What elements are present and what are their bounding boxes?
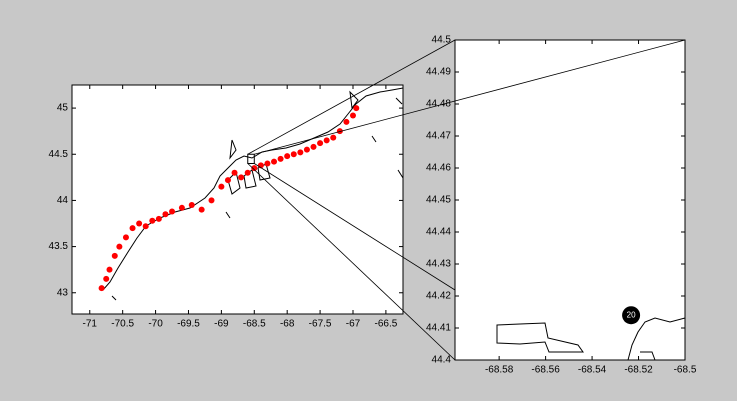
point [129,225,136,232]
point [238,174,245,181]
point [271,158,278,165]
y-tick-label: 44 [57,195,69,206]
x-tick-label: -70.5 [111,319,134,330]
zoom-connector [254,163,456,291]
point [317,140,324,147]
y-tick-label: 44.4 [432,355,452,366]
point [297,149,304,156]
point [310,143,317,150]
y-tick-label: 44.48 [426,99,451,110]
x-tick-label: -70 [148,319,163,330]
point [323,137,330,144]
point [103,275,110,282]
inset-coastline [496,317,686,361]
zoom-connector [254,39,686,155]
y-tick-label: 44.46 [426,163,451,174]
x-tick-label: -66.5 [374,319,397,330]
y-tick-label: 44.47 [426,131,451,142]
y-tick-label: 44.43 [426,259,451,270]
marker-label: 20 [627,310,636,319]
point [149,217,156,224]
x-tick-label: -69.5 [177,319,200,330]
point [290,151,297,158]
point [353,105,360,112]
zoom-box [247,153,255,164]
point [251,165,258,172]
point [277,155,284,162]
point [98,285,105,292]
point [169,208,176,215]
point [122,234,129,241]
point [198,206,205,213]
point [349,112,356,119]
y-tick-label: 44.41 [426,323,451,334]
x-tick-label: -68.5 [243,319,266,330]
main-axes [71,84,404,315]
point [303,146,310,153]
point [162,211,169,218]
inset-axes [454,39,686,361]
point [116,243,123,250]
x-tick-label: -68.58 [485,365,514,376]
x-tick-label: -67 [346,319,361,330]
point [264,160,271,167]
x-tick-label: -69 [214,319,229,330]
y-tick-label: 44.5 [49,149,69,160]
point [231,169,238,176]
y-tick-label: 44.42 [426,291,451,302]
y-tick-label: 43 [57,287,69,298]
point [224,177,231,184]
x-tick-label: -68.54 [578,365,607,376]
x-tick-label: -71 [83,319,98,330]
point [111,252,118,259]
coastline [102,87,404,301]
y-tick-label: 45 [57,103,69,114]
point [284,153,291,160]
point [330,134,337,141]
point [106,266,113,273]
x-tick-label: -67.5 [309,319,332,330]
point [244,169,251,176]
zoom-connector [247,39,456,155]
point [155,215,162,222]
x-tick-label: -68.52 [624,365,653,376]
point [343,118,350,125]
point [218,183,225,190]
point [142,223,149,230]
x-tick-label: -68 [280,319,295,330]
x-tick-label: -68.56 [531,365,560,376]
point [178,204,185,211]
point [136,220,143,227]
y-tick-label: 44.45 [426,195,451,206]
x-tick-label: -68.5 [674,365,697,376]
y-tick-label: 43.5 [49,241,69,252]
point [208,197,215,204]
y-tick-label: 44.44 [426,227,451,238]
y-tick-label: 44.5 [432,35,452,46]
marker [622,306,641,325]
y-tick-label: 44.49 [426,67,451,78]
point [188,202,195,209]
zoom-connector [247,163,456,361]
